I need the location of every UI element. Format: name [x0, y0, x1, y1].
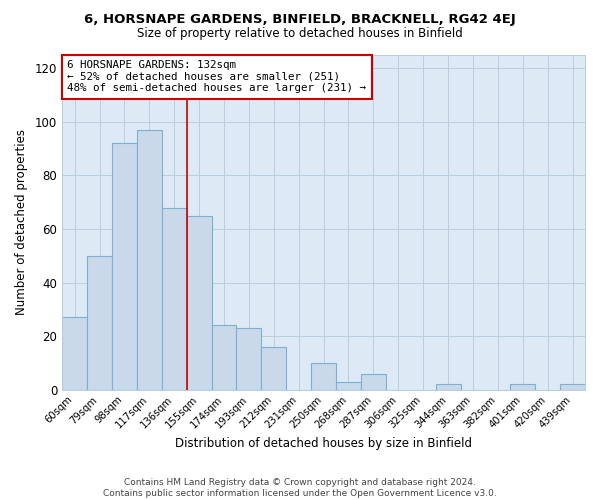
- Bar: [162, 208, 187, 390]
- Bar: [112, 144, 137, 390]
- X-axis label: Distribution of detached houses by size in Binfield: Distribution of detached houses by size …: [175, 437, 472, 450]
- Bar: [137, 130, 162, 390]
- Bar: [236, 328, 262, 390]
- Text: 6, HORSNAPE GARDENS, BINFIELD, BRACKNELL, RG42 4EJ: 6, HORSNAPE GARDENS, BINFIELD, BRACKNELL…: [84, 12, 516, 26]
- Bar: [187, 216, 212, 390]
- Bar: [560, 384, 585, 390]
- Bar: [62, 318, 87, 390]
- Bar: [336, 382, 361, 390]
- Bar: [361, 374, 386, 390]
- Bar: [436, 384, 461, 390]
- Y-axis label: Number of detached properties: Number of detached properties: [15, 130, 28, 316]
- Text: Size of property relative to detached houses in Binfield: Size of property relative to detached ho…: [137, 28, 463, 40]
- Bar: [511, 384, 535, 390]
- Bar: [212, 326, 236, 390]
- Text: Contains HM Land Registry data © Crown copyright and database right 2024.
Contai: Contains HM Land Registry data © Crown c…: [103, 478, 497, 498]
- Bar: [87, 256, 112, 390]
- Bar: [311, 363, 336, 390]
- Bar: [262, 346, 286, 390]
- Text: 6 HORSNAPE GARDENS: 132sqm
← 52% of detached houses are smaller (251)
48% of sem: 6 HORSNAPE GARDENS: 132sqm ← 52% of deta…: [67, 60, 367, 93]
